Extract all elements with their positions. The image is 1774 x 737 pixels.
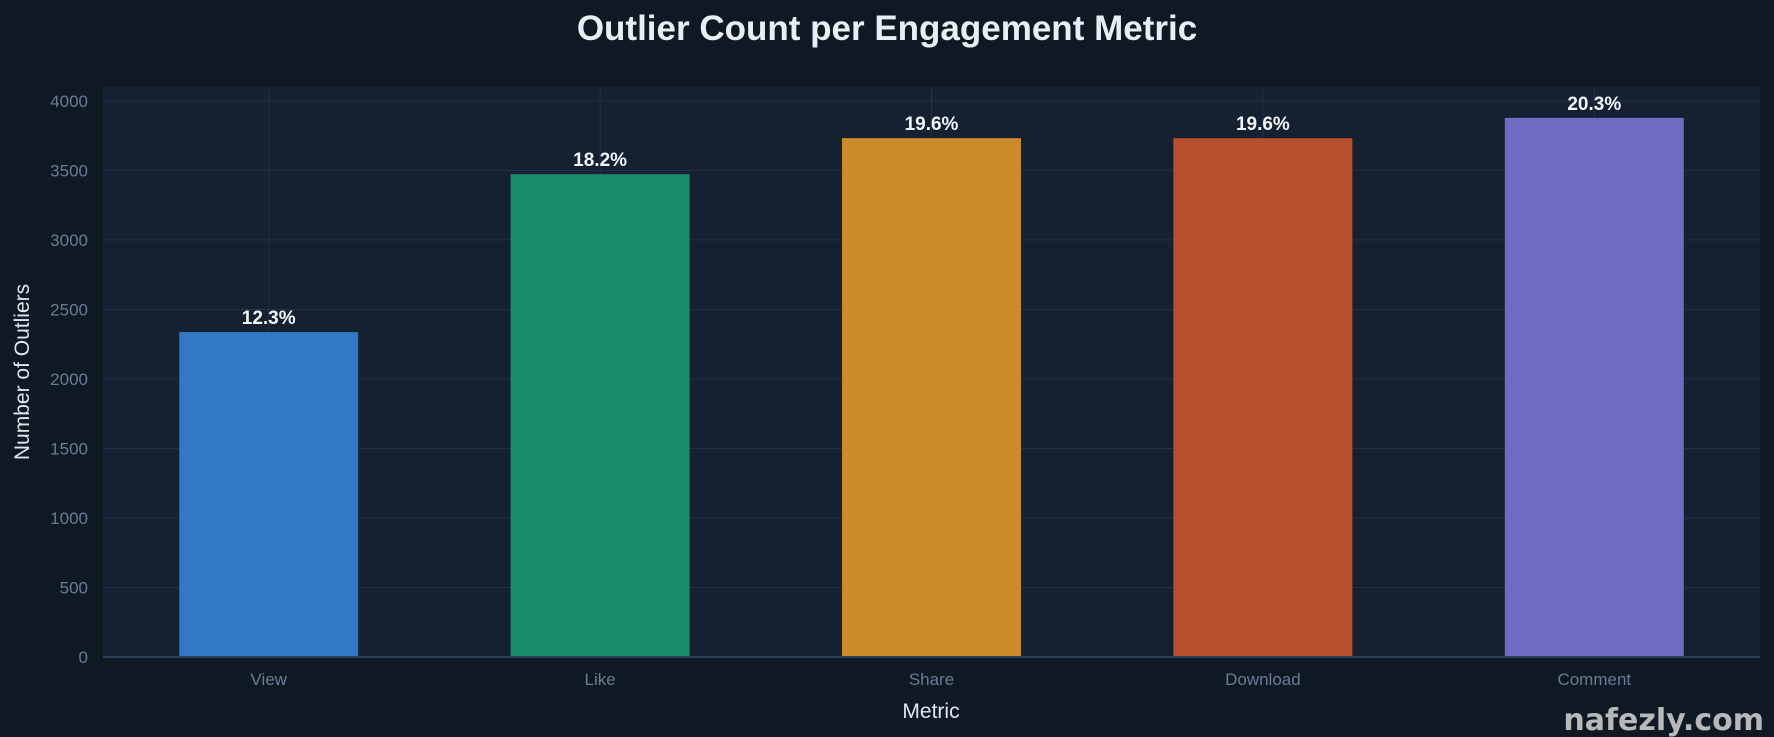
- bar-view: [179, 332, 359, 657]
- bar-like: [510, 174, 690, 658]
- data-label: 12.3%: [242, 308, 296, 329]
- data-label: 18.2%: [573, 150, 627, 171]
- x-tick-label: Download: [1225, 670, 1301, 689]
- x-tick-label: View: [250, 670, 287, 689]
- y-axis-label: Number of Outliers: [11, 284, 34, 460]
- bars: [179, 117, 1684, 658]
- x-tick-label: Share: [909, 670, 954, 689]
- x-tick-label: Like: [585, 670, 616, 689]
- x-tick-labels: View Like Share Download Comment: [250, 670, 1631, 689]
- data-label: 20.3%: [1567, 94, 1621, 115]
- data-label: 19.6%: [905, 114, 959, 135]
- y-tick-label: 3000: [50, 231, 88, 250]
- y-tick-label: 1000: [50, 509, 88, 528]
- data-label: 19.6%: [1236, 114, 1290, 135]
- y-tick-label: 3500: [50, 161, 88, 180]
- chart-title: Outlier Count per Engagement Metric: [577, 9, 1197, 48]
- x-tick-label: Comment: [1557, 670, 1631, 689]
- watermark-text: nafezly.com: [1563, 703, 1764, 737]
- data-labels: 12.3% 18.2% 19.6% 19.6% 20.3%: [242, 94, 1622, 329]
- bar-download: [1173, 138, 1353, 657]
- y-tick-label: 1500: [50, 439, 88, 458]
- y-tick-label: 500: [60, 578, 88, 597]
- y-tick-label: 0: [79, 648, 88, 667]
- y-tick-labels: 0 500 1000 1500 2000 2500 3000 3500 4000: [50, 92, 88, 667]
- y-tick-label: 4000: [50, 92, 88, 111]
- x-axis-label: Metric: [902, 700, 959, 723]
- bar-comment: [1504, 117, 1684, 658]
- y-tick-label: 2500: [50, 300, 88, 319]
- bar-share: [842, 138, 1021, 657]
- y-tick-label: 2000: [50, 370, 88, 389]
